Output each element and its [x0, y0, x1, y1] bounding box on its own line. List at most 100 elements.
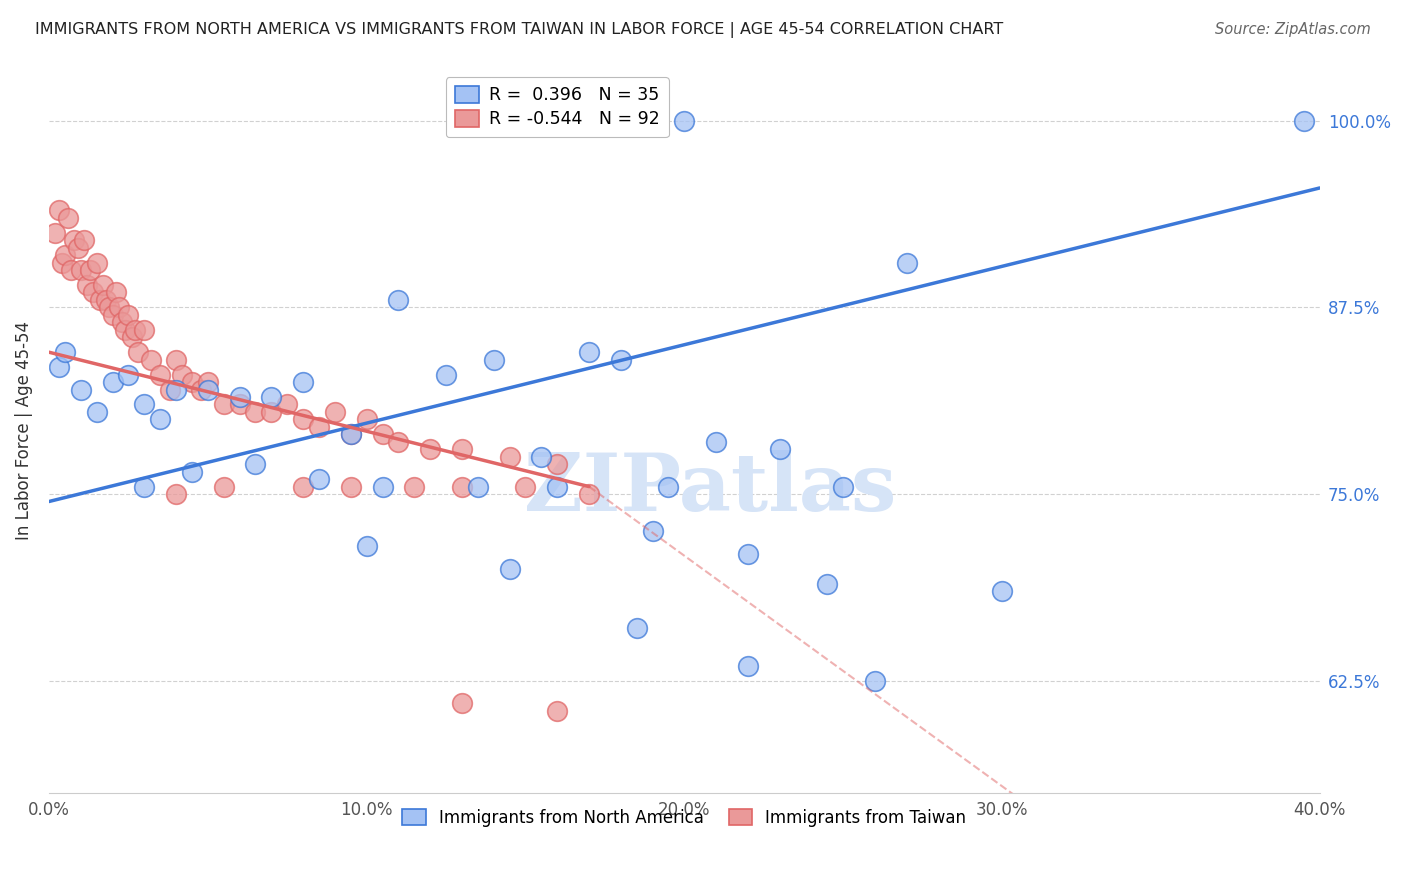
Point	[53, 248, 76, 262]
Point	[339, 479, 361, 493]
Point	[48, 203, 70, 218]
Point	[121, 330, 143, 344]
Point	[546, 457, 568, 471]
Point	[1292, 113, 1315, 128]
Point	[165, 487, 187, 501]
Point	[434, 368, 457, 382]
Text: ZIPatlas: ZIPatlas	[523, 450, 896, 527]
Point	[704, 434, 727, 449]
Point	[419, 442, 441, 457]
Point	[626, 622, 648, 636]
Point	[673, 113, 696, 128]
Point	[89, 293, 111, 307]
Point	[610, 352, 633, 367]
Point	[82, 285, 104, 300]
Point	[815, 576, 838, 591]
Point	[134, 397, 156, 411]
Point	[63, 233, 86, 247]
Point	[276, 397, 298, 411]
Point	[578, 487, 600, 501]
Point	[212, 397, 235, 411]
Point	[292, 412, 315, 426]
Point	[159, 383, 181, 397]
Point	[73, 233, 96, 247]
Point	[181, 375, 204, 389]
Point	[991, 584, 1014, 599]
Point	[832, 479, 855, 493]
Text: Source: ZipAtlas.com: Source: ZipAtlas.com	[1215, 22, 1371, 37]
Point	[515, 479, 537, 493]
Point	[66, 241, 89, 255]
Point	[108, 301, 131, 315]
Point	[404, 479, 426, 493]
Point	[165, 383, 187, 397]
Point	[149, 368, 172, 382]
Point	[139, 352, 162, 367]
Y-axis label: In Labor Force | Age 45-54: In Labor Force | Age 45-54	[15, 321, 32, 540]
Point	[60, 263, 83, 277]
Point	[165, 352, 187, 367]
Point	[44, 226, 66, 240]
Point	[641, 524, 664, 539]
Point	[371, 427, 394, 442]
Point	[546, 704, 568, 718]
Point	[91, 278, 114, 293]
Point	[51, 255, 73, 269]
Point	[530, 450, 553, 464]
Point	[387, 293, 409, 307]
Point	[356, 412, 378, 426]
Point	[451, 696, 474, 710]
Point	[149, 412, 172, 426]
Point	[451, 479, 474, 493]
Legend: Immigrants from North America, Immigrants from Taiwan: Immigrants from North America, Immigrant…	[394, 800, 974, 835]
Point	[260, 405, 283, 419]
Point	[86, 255, 108, 269]
Point	[896, 255, 918, 269]
Point	[292, 375, 315, 389]
Point	[48, 360, 70, 375]
Point	[197, 375, 219, 389]
Point	[117, 368, 139, 382]
Point	[212, 479, 235, 493]
Point	[863, 673, 886, 688]
Point	[387, 434, 409, 449]
Point	[56, 211, 79, 225]
Point	[292, 479, 315, 493]
Point	[323, 405, 346, 419]
Point	[546, 479, 568, 493]
Point	[197, 383, 219, 397]
Point	[134, 323, 156, 337]
Point	[768, 442, 790, 457]
Point	[482, 352, 505, 367]
Point	[114, 323, 136, 337]
Point	[111, 315, 134, 329]
Point	[339, 427, 361, 442]
Point	[228, 397, 250, 411]
Point	[104, 285, 127, 300]
Point	[181, 465, 204, 479]
Point	[578, 345, 600, 359]
Point	[498, 562, 520, 576]
Point	[127, 345, 149, 359]
Point	[737, 547, 759, 561]
Point	[96, 293, 118, 307]
Point	[657, 479, 679, 493]
Point	[117, 308, 139, 322]
Point	[76, 278, 98, 293]
Point	[172, 368, 194, 382]
Point	[308, 472, 330, 486]
Point	[498, 450, 520, 464]
Point	[339, 427, 361, 442]
Point	[228, 390, 250, 404]
Point	[69, 383, 91, 397]
Point	[98, 301, 121, 315]
Point	[69, 263, 91, 277]
Point	[308, 420, 330, 434]
Point	[451, 442, 474, 457]
Point	[101, 308, 124, 322]
Point	[260, 390, 283, 404]
Text: IMMIGRANTS FROM NORTH AMERICA VS IMMIGRANTS FROM TAIWAN IN LABOR FORCE | AGE 45-: IMMIGRANTS FROM NORTH AMERICA VS IMMIGRA…	[35, 22, 1004, 38]
Point	[371, 479, 394, 493]
Point	[737, 658, 759, 673]
Point	[53, 345, 76, 359]
